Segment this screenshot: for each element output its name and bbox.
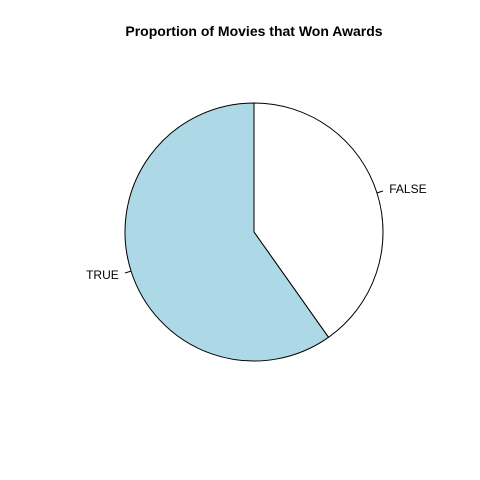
label-tick-false: [376, 190, 384, 194]
pie-slice-false: [253, 102, 384, 339]
pie-slice-true: [124, 102, 330, 362]
slice-label-false: FALSE: [389, 182, 426, 196]
chart-title: Proportion of Movies that Won Awards: [125, 23, 382, 39]
slice-labels: FALSE TRUE: [86, 182, 426, 282]
label-tick-true: [124, 270, 132, 274]
pie-slices: [124, 102, 384, 362]
slice-label-true: TRUE: [86, 268, 119, 282]
